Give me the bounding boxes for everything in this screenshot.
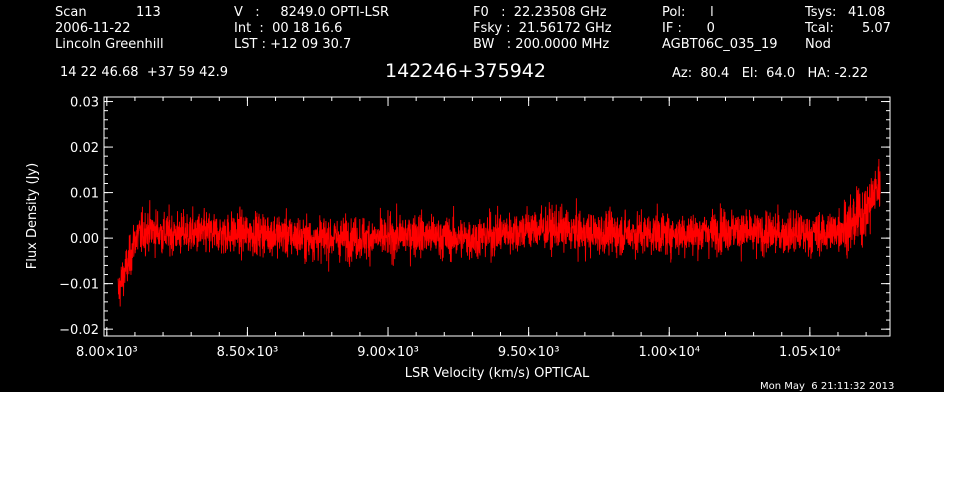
x-tick-label: 1.00×10⁴: [638, 345, 700, 360]
if-line: IF : 0: [662, 21, 715, 36]
scan-label: Scan: [55, 5, 87, 20]
plot-panel: Scan 113 2006-11-22 Lincoln Greenhill V …: [0, 0, 944, 392]
observer-name: Lincoln Greenhill: [55, 37, 164, 52]
pointing-line: Az: 80.4 El: 64.0 HA: -2.22: [672, 66, 869, 81]
x-axis-label: LSR Velocity (km/s) OPTICAL: [405, 366, 590, 381]
y-tick-label: −0.01: [59, 278, 99, 293]
project-id: AGBT06C_035_19: [662, 37, 778, 52]
spectrum-chart: 8.00×10³ 8.50×10³ 9.00×10³ 9.50×10³ 1.00×10⁴…: [25, 96, 891, 381]
velocity-line: V : 8249.0 OPTI-LSR: [234, 5, 390, 20]
source-coordinates: 14 22 46.68 +37 59 42.9: [60, 65, 229, 80]
tsys-value: 41.08: [848, 5, 886, 20]
polarization-line: Pol: l: [662, 5, 714, 20]
bandwidth-line: BW : 200.0000 MHz: [473, 37, 610, 52]
y-tick-label: 0.00: [70, 232, 99, 247]
y-tick-label: 0.02: [70, 141, 99, 156]
tsys-label: Tsys:: [805, 5, 837, 20]
integration-line: Int : 00 18 16.6: [234, 21, 343, 36]
timestamp: Mon May 6 21:11:32 2013: [760, 381, 895, 392]
x-tick-label: 9.00×10³: [357, 345, 419, 360]
rest-frequency-line: F0 : 22.23508 GHz: [473, 5, 607, 20]
plot-frame: [103, 96, 891, 337]
y-tick-label: 0.03: [70, 96, 99, 111]
observation-date: 2006-11-22: [55, 21, 131, 36]
spectrum-trace: [117, 158, 881, 307]
scan-number: 113: [136, 5, 161, 20]
observing-mode: Nod: [805, 37, 831, 52]
sky-frequency-line: Fsky : 21.56172 GHz: [473, 21, 612, 36]
lst-line: LST : +12 09 30.7: [234, 37, 352, 52]
x-tick-label: 8.50×10³: [217, 345, 279, 360]
tcal-label: Tcal:: [805, 21, 834, 36]
chart-title: 142246+375942: [385, 60, 546, 82]
tcal-value: 5.07: [862, 21, 891, 36]
x-tick-label: 8.00×10³: [76, 345, 138, 360]
y-axis-label: Flux Density (Jy): [25, 163, 40, 269]
x-tick-label: 1.05×10⁴: [779, 345, 841, 360]
y-tick-label: 0.01: [70, 187, 99, 202]
y-tick-label: −0.02: [59, 323, 99, 338]
x-tick-label: 9.50×10³: [498, 345, 560, 360]
